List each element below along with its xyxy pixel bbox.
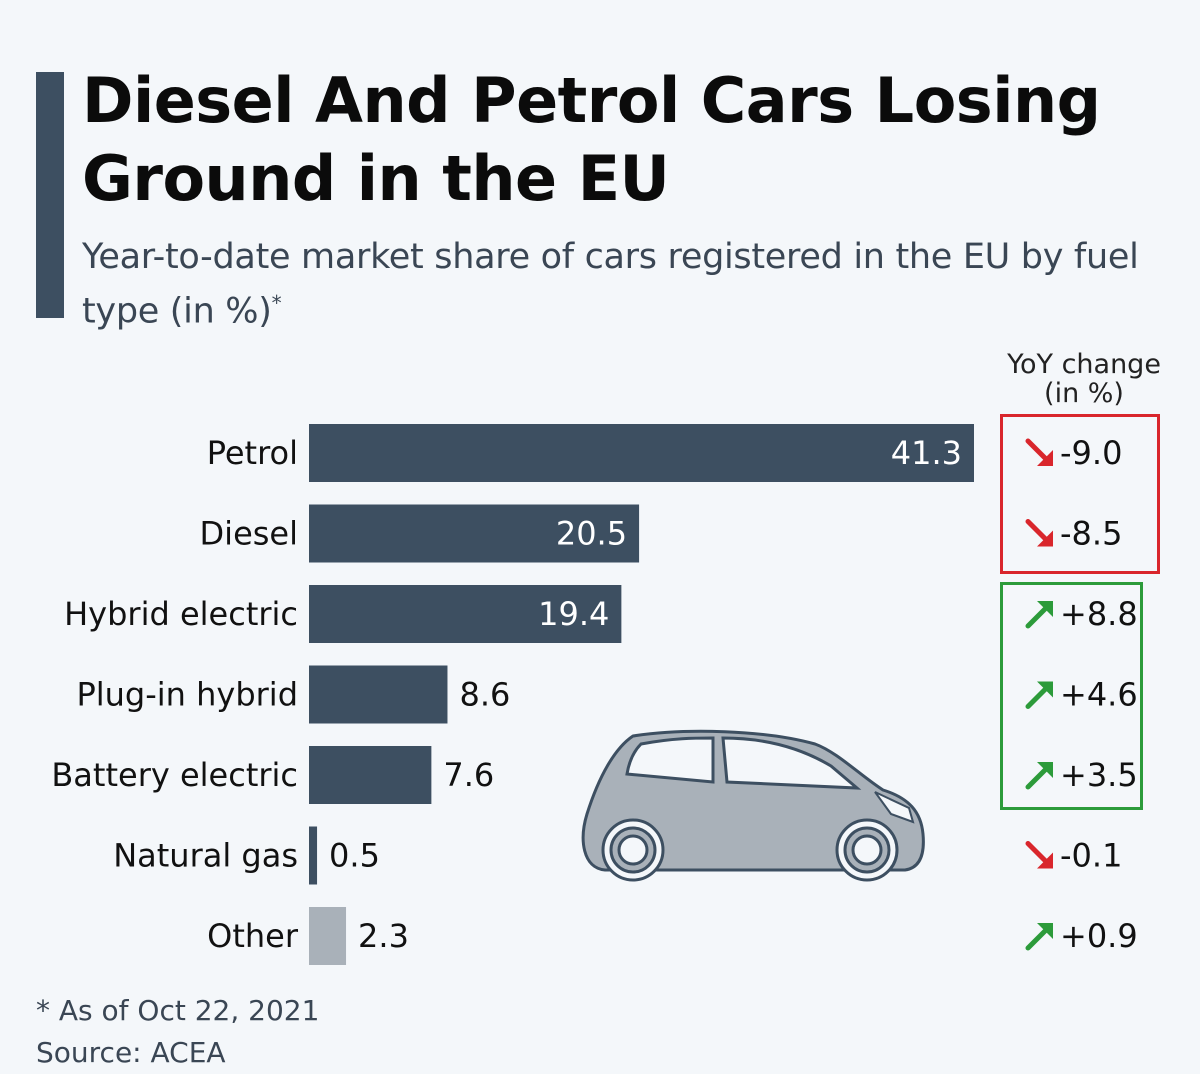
- arrow-up-icon: [1025, 927, 1049, 951]
- yoy-growth-highlight-box: [1000, 582, 1143, 810]
- arrow-up-icon: [1025, 686, 1049, 709]
- arrow-down-icon-head: [1037, 450, 1053, 466]
- footnote-block: * As of Oct 22, 2021 Source: ACEA: [36, 990, 319, 1074]
- bar-natural-gas: [309, 826, 318, 885]
- arrow-up-icon: [1025, 766, 1049, 790]
- category-label: Plug-in hybrid: [76, 676, 298, 714]
- footnote-date: * As of Oct 22, 2021: [36, 994, 320, 1027]
- yoy-change-label: +0.9: [1060, 917, 1138, 955]
- category-label: Diesel: [200, 515, 298, 553]
- value-label: 8.6: [459, 676, 510, 714]
- arrow-up-icon-head: [1037, 923, 1053, 939]
- bar-diesel: [309, 504, 640, 563]
- chart-title: Diesel And Petrol Cars Losing Ground in …: [82, 64, 1101, 215]
- car-illustration: [581, 729, 925, 882]
- arrow-down-icon-head: [1037, 530, 1053, 547]
- bar-plug-in-hybrid: [309, 665, 448, 724]
- yoy-decline-highlight-box: [1000, 414, 1160, 574]
- arrow-up-icon-head: [1037, 762, 1053, 778]
- yoy-change-label: +4.6: [1060, 676, 1138, 714]
- arrow-down-icon: [1025, 438, 1049, 462]
- title-accent-bar: [36, 72, 64, 318]
- value-label: 7.6: [443, 756, 494, 794]
- category-label: Other: [207, 917, 299, 955]
- arrow-down-icon: [1025, 841, 1049, 864]
- category-label: Hybrid electric: [64, 595, 298, 633]
- bar-chart: Petrol 41.3 -9.0 Diesel 20.5 -8.5 Hybrid elect…: [51, 424, 1138, 965]
- arrow-down-icon: [1025, 519, 1049, 542]
- category-label: Petrol: [207, 434, 298, 472]
- arrow-down-icon-head: [1037, 852, 1053, 869]
- yoy-header-line1: YoY change: [1007, 349, 1161, 380]
- value-label: 41.3: [891, 434, 962, 472]
- bar-petrol: [309, 424, 974, 482]
- value-label: 19.4: [538, 595, 609, 633]
- yoy-header-line2: (in %): [1044, 378, 1124, 409]
- bar-battery-electric: [309, 746, 432, 804]
- arrow-up-icon-head: [1037, 681, 1053, 698]
- chart-subtitle: Year-to-date market share of cars regist…: [82, 234, 1162, 335]
- value-label: 0.5: [329, 837, 380, 875]
- arrow-up-icon-head: [1037, 601, 1053, 617]
- arrow-up-icon: [1025, 605, 1049, 629]
- subtitle-footnote-mark: *: [271, 291, 282, 315]
- value-label: 20.5: [556, 515, 627, 553]
- yoy-change-label: -8.5: [1060, 515, 1122, 553]
- category-label: Natural gas: [113, 837, 298, 875]
- yoy-change-label: +8.8: [1060, 595, 1138, 633]
- bar-other: [309, 907, 347, 965]
- value-label: 2.3: [358, 917, 409, 955]
- bar-hybrid-electric: [309, 585, 622, 643]
- subtitle-text: Year-to-date market share of cars regist…: [82, 237, 1139, 332]
- yoy-change-label: -0.1: [1060, 837, 1122, 875]
- yoy-column-header: YoY change (in %): [992, 350, 1176, 408]
- source-note: Source: ACEA: [36, 1036, 226, 1069]
- yoy-change-label: -9.0: [1060, 434, 1122, 472]
- category-label: Battery electric: [51, 756, 298, 794]
- yoy-change-label: +3.5: [1060, 756, 1138, 794]
